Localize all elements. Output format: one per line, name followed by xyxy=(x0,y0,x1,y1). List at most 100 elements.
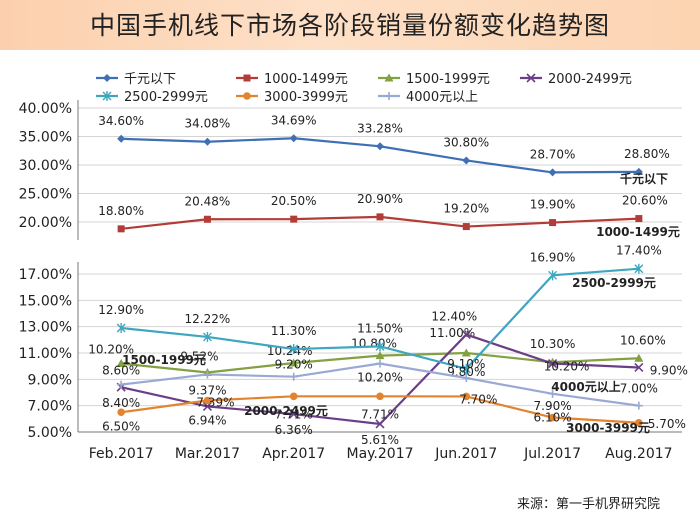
series-end-label: 1000-1499元 xyxy=(596,225,680,239)
data-point xyxy=(289,409,299,419)
y-tick-label: 11.00% xyxy=(19,346,72,362)
data-point xyxy=(635,418,643,427)
data-point xyxy=(634,401,643,410)
data-label: 5.70% xyxy=(648,417,686,431)
data-label: 20.60% xyxy=(622,194,668,208)
data-point xyxy=(461,363,471,374)
data-point xyxy=(203,137,212,146)
data-point xyxy=(117,408,125,417)
legend-item: 1000-1499元 xyxy=(236,72,348,87)
data-point xyxy=(461,348,471,357)
y-tick-label: 17.00% xyxy=(19,267,72,283)
data-label: 6.36% xyxy=(275,423,313,437)
data-label: 7.71% xyxy=(361,407,399,421)
data-label: 20.48% xyxy=(185,194,231,208)
x-tick-label: Jun.2017 xyxy=(434,446,497,462)
data-point xyxy=(203,215,211,223)
data-point xyxy=(289,372,298,381)
legend-label: 千元以下 xyxy=(124,72,176,87)
data-label: 8.40% xyxy=(102,396,140,410)
data-label: 7.71% xyxy=(275,407,313,421)
legend-marker xyxy=(526,73,536,83)
source-note: 来源：第一手机界研究院 xyxy=(516,497,660,512)
data-label: 9.20% xyxy=(275,358,313,372)
data-label: 5.61% xyxy=(361,433,399,447)
data-point xyxy=(634,263,644,274)
data-point xyxy=(203,370,212,379)
y-tick-label: 30.00% xyxy=(19,158,72,174)
y-tick-label: 7.00% xyxy=(28,399,72,415)
data-label: 6.94% xyxy=(188,413,226,427)
data-label: 20.50% xyxy=(271,194,317,208)
series-end-label: 千元以下 xyxy=(620,171,668,186)
data-label: 7.70% xyxy=(459,392,497,406)
x-tick-label: Mar.2017 xyxy=(175,446,240,462)
series-end-label: 2500-2999元 xyxy=(572,276,656,290)
legend-marker xyxy=(243,74,251,82)
data-label: 19.90% xyxy=(530,198,576,212)
y-tick-label: 5.00% xyxy=(28,425,72,441)
data-label: 34.69% xyxy=(271,113,317,127)
y-tick-label: 20.00% xyxy=(19,215,72,231)
legend-label: 2500-2999元 xyxy=(124,90,208,105)
data-label: 19.20% xyxy=(443,202,489,216)
data-label: 9.52% xyxy=(180,349,218,363)
data-label: 12.90% xyxy=(98,303,144,317)
data-point xyxy=(116,322,126,333)
data-label: 12.22% xyxy=(185,312,231,326)
y-tick-label: 40.00% xyxy=(19,101,72,117)
data-label: 9.37% xyxy=(188,383,226,397)
data-point xyxy=(548,389,557,398)
legend-label: 1500-1999元 xyxy=(406,72,490,87)
data-label: 9.90% xyxy=(650,363,688,377)
series-end-label: 3000-3999元 xyxy=(566,421,650,435)
data-point xyxy=(375,351,385,360)
data-point xyxy=(462,374,471,383)
data-point xyxy=(548,358,558,369)
data-label: 34.60% xyxy=(98,114,144,128)
legend-label: 3000-3999元 xyxy=(264,90,348,105)
data-label: 28.70% xyxy=(530,147,576,161)
data-point xyxy=(289,134,298,143)
data-label: 7.39% xyxy=(196,396,234,410)
x-tick-label: May.2017 xyxy=(346,446,413,462)
series-end-label: 2000-2499元 xyxy=(244,404,328,418)
legend-marker xyxy=(102,91,112,101)
title-band xyxy=(0,0,700,50)
data-point xyxy=(634,353,644,362)
legend-item: 千元以下 xyxy=(96,72,176,87)
data-label: 10.20% xyxy=(88,343,134,357)
chart-title: 中国手机线下市场各阶段销量份额变化趋势图 xyxy=(89,11,610,40)
data-point xyxy=(376,213,384,221)
data-label: 17.40% xyxy=(616,244,662,258)
data-label: 10.30% xyxy=(530,337,576,351)
data-label: 11.30% xyxy=(271,324,317,338)
data-point xyxy=(289,344,299,355)
data-point xyxy=(117,134,126,143)
legend-marker xyxy=(384,73,394,82)
data-label: 11.50% xyxy=(357,321,403,335)
legend-item: 2000-2499元 xyxy=(520,72,632,87)
data-point xyxy=(634,362,644,373)
data-point xyxy=(375,419,385,429)
legend-item: 3000-3999元 xyxy=(236,90,348,105)
legend-label: 4000元以上 xyxy=(406,90,478,105)
x-tick-label: Aug.2017 xyxy=(605,446,672,462)
data-label: 7.90% xyxy=(534,399,572,413)
legend-item: 4000元以上 xyxy=(378,90,478,105)
data-point xyxy=(290,215,298,223)
data-point xyxy=(634,167,643,176)
data-point xyxy=(117,380,126,389)
legend-label: 1000-1499元 xyxy=(264,72,348,87)
series-end-label: 1500-1999元 xyxy=(122,353,206,367)
data-label: 33.28% xyxy=(357,121,403,135)
y-tick-label: 9.00% xyxy=(28,372,72,388)
data-point xyxy=(461,330,471,340)
data-label: 9.80% xyxy=(447,365,485,379)
data-label: 8.60% xyxy=(102,364,140,378)
series-end-label: 4000元以上 xyxy=(551,379,620,394)
data-point xyxy=(203,396,212,405)
x-tick-label: Apr.2017 xyxy=(262,446,325,462)
